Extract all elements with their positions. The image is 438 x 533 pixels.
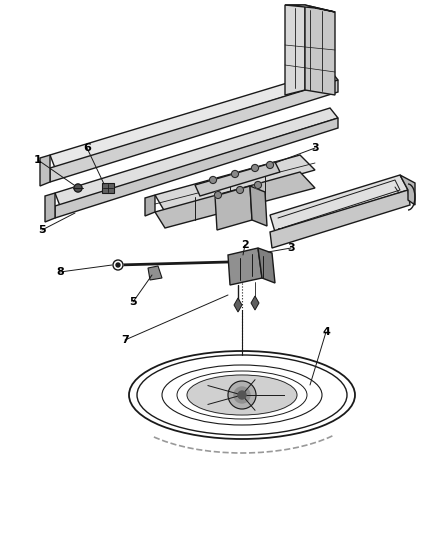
Text: 5: 5 <box>38 225 46 235</box>
Polygon shape <box>50 80 338 182</box>
Circle shape <box>237 187 244 193</box>
Polygon shape <box>250 186 267 226</box>
Polygon shape <box>400 175 415 205</box>
Circle shape <box>254 182 261 189</box>
Polygon shape <box>234 298 242 312</box>
Polygon shape <box>55 108 338 206</box>
Circle shape <box>266 161 273 168</box>
Polygon shape <box>50 70 338 168</box>
Polygon shape <box>40 155 50 186</box>
Text: 8: 8 <box>56 267 64 277</box>
Polygon shape <box>45 193 55 222</box>
Text: 3: 3 <box>287 243 295 253</box>
Polygon shape <box>305 5 335 95</box>
Circle shape <box>251 165 258 172</box>
Polygon shape <box>270 175 408 232</box>
Polygon shape <box>155 172 315 228</box>
Text: 4: 4 <box>322 327 330 337</box>
Text: 5: 5 <box>129 297 137 307</box>
Polygon shape <box>251 296 259 310</box>
Circle shape <box>215 191 222 198</box>
Circle shape <box>232 171 239 177</box>
Polygon shape <box>215 186 252 230</box>
Ellipse shape <box>187 375 297 415</box>
Circle shape <box>74 184 82 192</box>
Polygon shape <box>270 190 410 248</box>
Text: 3: 3 <box>311 143 319 153</box>
Polygon shape <box>148 266 162 280</box>
Text: 2: 2 <box>241 240 249 250</box>
Polygon shape <box>285 5 305 95</box>
Circle shape <box>228 381 256 409</box>
Ellipse shape <box>129 351 355 439</box>
Polygon shape <box>55 118 338 218</box>
Ellipse shape <box>177 371 307 419</box>
Ellipse shape <box>162 365 322 425</box>
Polygon shape <box>285 5 335 12</box>
Polygon shape <box>155 155 315 212</box>
Circle shape <box>113 260 123 270</box>
Circle shape <box>238 391 246 399</box>
Ellipse shape <box>137 355 347 435</box>
Circle shape <box>234 387 250 403</box>
FancyBboxPatch shape <box>102 183 114 193</box>
Polygon shape <box>195 162 280 196</box>
Circle shape <box>209 176 216 183</box>
Circle shape <box>116 263 120 267</box>
Text: 1: 1 <box>34 155 42 165</box>
Polygon shape <box>228 248 262 285</box>
Polygon shape <box>258 248 275 283</box>
Text: 7: 7 <box>121 335 129 345</box>
Polygon shape <box>145 195 155 216</box>
Text: 6: 6 <box>83 143 91 153</box>
